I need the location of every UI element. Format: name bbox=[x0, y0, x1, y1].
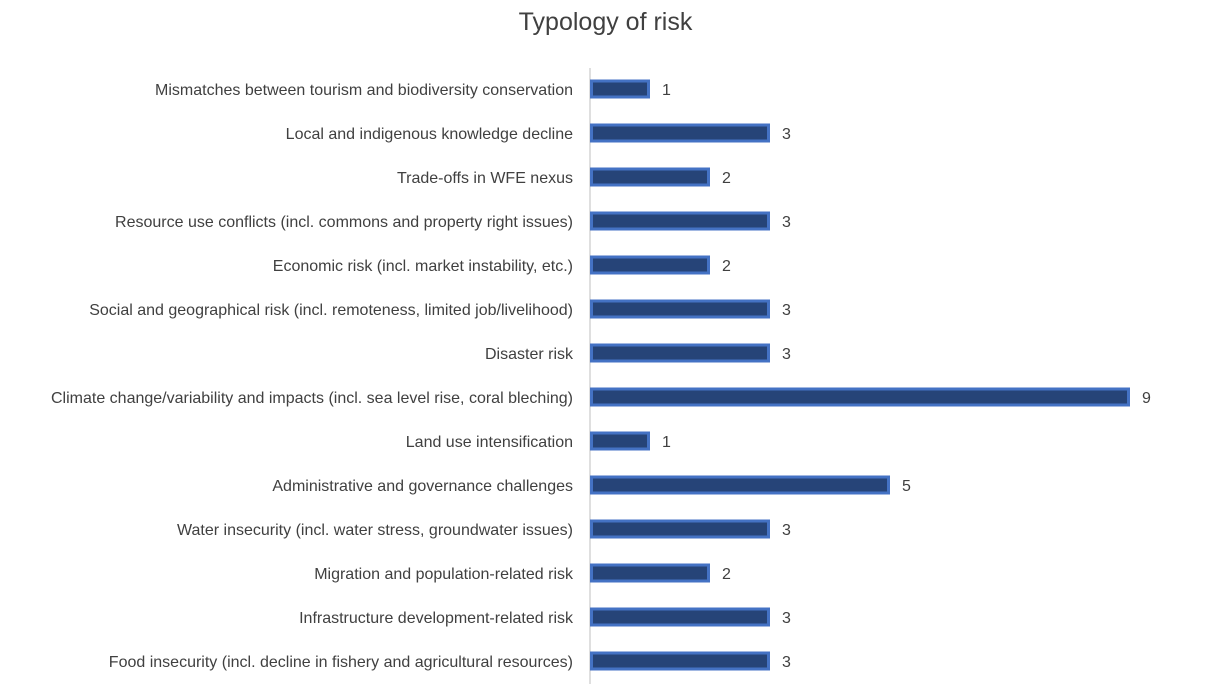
data-label: 5 bbox=[902, 478, 911, 495]
data-label: 3 bbox=[782, 522, 791, 539]
bar bbox=[590, 255, 710, 275]
data-label: 3 bbox=[782, 346, 791, 363]
bar bbox=[590, 211, 770, 231]
category-label: Water insecurity (incl. water stress, gr… bbox=[177, 522, 573, 539]
bar bbox=[590, 519, 770, 539]
data-label: 3 bbox=[782, 610, 791, 627]
category-label: Land use intensification bbox=[406, 434, 573, 451]
data-label: 3 bbox=[782, 126, 791, 143]
data-label: 3 bbox=[782, 302, 791, 319]
data-label: 2 bbox=[722, 170, 731, 187]
data-label: 3 bbox=[782, 214, 791, 231]
bar bbox=[590, 387, 1130, 407]
bar bbox=[590, 299, 770, 319]
chart-title: Typology of risk bbox=[518, 8, 693, 36]
category-label: Social and geographical risk (incl. remo… bbox=[89, 302, 573, 319]
bar bbox=[590, 343, 770, 363]
bar bbox=[590, 79, 650, 99]
category-label: Migration and population-related risk bbox=[314, 566, 574, 583]
bar bbox=[590, 563, 710, 583]
bar bbox=[590, 167, 710, 187]
bar bbox=[590, 123, 770, 143]
data-label: 9 bbox=[1142, 390, 1151, 407]
category-label: Food insecurity (incl. decline in fisher… bbox=[109, 654, 573, 671]
category-label: Trade-offs in WFE nexus bbox=[397, 170, 573, 187]
bar bbox=[590, 431, 650, 451]
data-label: 2 bbox=[722, 258, 731, 275]
bar bbox=[590, 651, 770, 671]
category-label: Resource use conflicts (incl. commons an… bbox=[115, 214, 573, 231]
data-label: 3 bbox=[782, 654, 791, 671]
category-label: Economic risk (incl. market instability,… bbox=[273, 258, 573, 275]
bar bbox=[590, 475, 890, 495]
bar bbox=[590, 607, 770, 627]
category-label: Local and indigenous knowledge decline bbox=[286, 126, 573, 143]
category-label: Mismatches between tourism and biodivers… bbox=[155, 82, 573, 99]
category-label: Climate change/variability and impacts (… bbox=[51, 390, 573, 407]
category-label: Infrastructure development-related risk bbox=[299, 610, 574, 627]
category-label: Disaster risk bbox=[485, 346, 574, 363]
data-label: 1 bbox=[662, 82, 671, 99]
data-label: 1 bbox=[662, 434, 671, 451]
data-label: 2 bbox=[722, 566, 731, 583]
bars-group: Mismatches between tourism and biodivers… bbox=[51, 79, 1151, 671]
category-label: Administrative and governance challenges bbox=[272, 478, 573, 495]
